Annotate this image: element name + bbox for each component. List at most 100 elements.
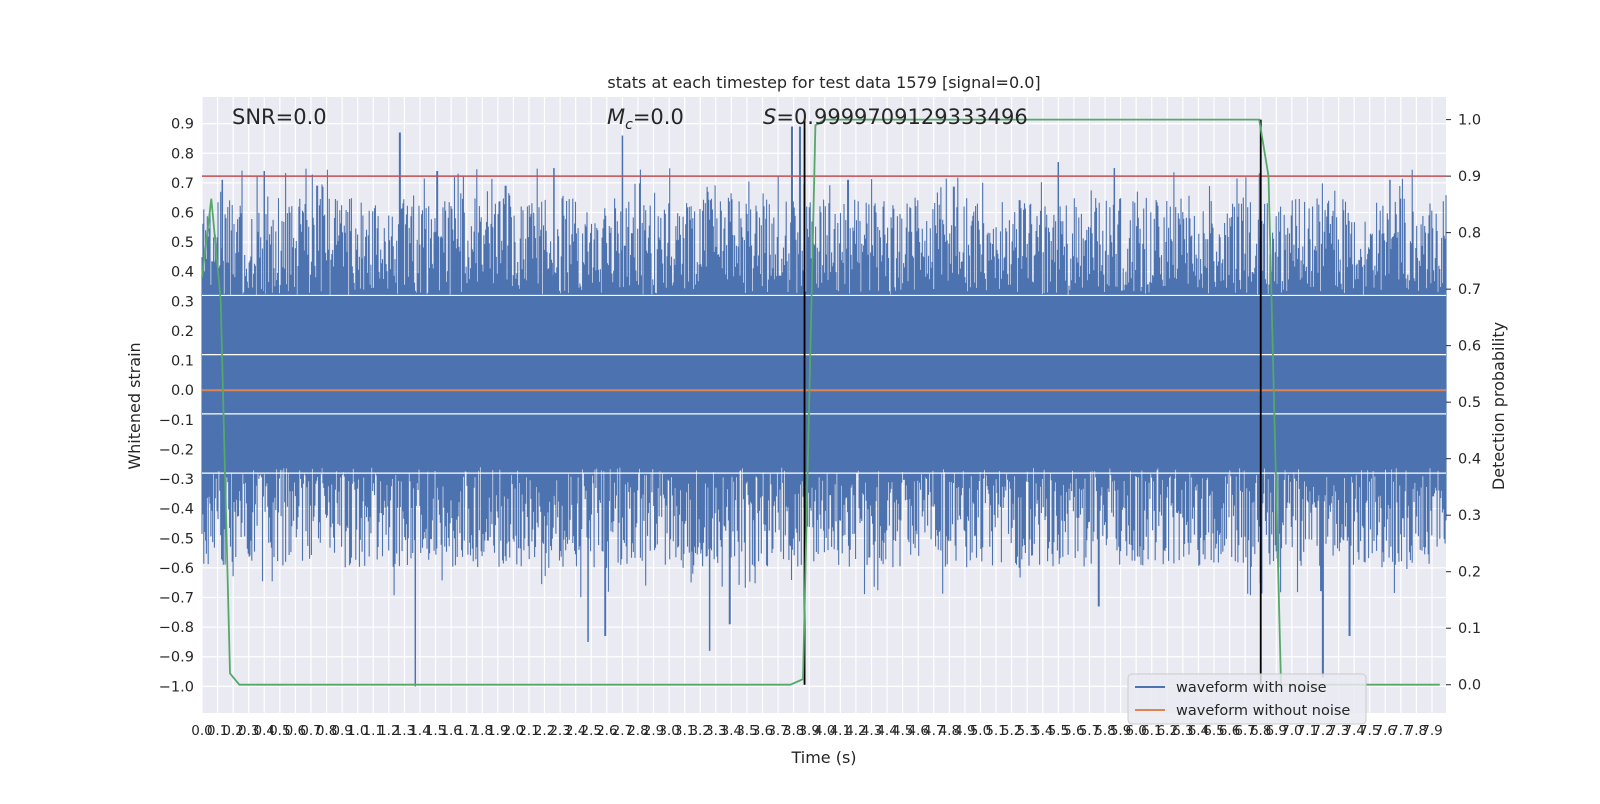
- x-tick-25: 2.5: [580, 723, 601, 739]
- x-tick-54: 5.4: [1032, 723, 1053, 739]
- y-left-tick-6: 0.3: [171, 294, 194, 310]
- x-tick-41: 4.1: [830, 723, 851, 739]
- y-left-tick-10: −0.1: [159, 413, 194, 429]
- x-tick-9: 0.9: [331, 723, 352, 739]
- y-right-tick-4: 0.6: [1458, 339, 1481, 355]
- y-left-tick-9: 0.0: [171, 383, 194, 399]
- annotation-chirp-mass-subscript: c: [625, 117, 633, 133]
- y-right-tick-1: 0.9: [1458, 169, 1481, 185]
- x-tick-7: 0.7: [300, 723, 321, 739]
- series-waveform-with-noise: [201, 126, 1447, 687]
- x-tick-53: 5.3: [1016, 723, 1037, 739]
- x-tick-38: 3.8: [783, 723, 804, 739]
- x-tick-44: 4.4: [876, 723, 897, 739]
- x-tick-52: 5.2: [1001, 723, 1022, 739]
- x-tick-34: 3.4: [721, 723, 742, 739]
- x-tick-11: 1.1: [363, 723, 384, 739]
- y-left-tick-17: −0.8: [159, 620, 194, 636]
- x-tick-75: 7.5: [1359, 723, 1380, 739]
- x-tick-45: 4.5: [892, 723, 913, 739]
- x-tick-55: 5.5: [1048, 723, 1069, 739]
- y-left-tick-0: 0.9: [171, 117, 194, 133]
- y-right-tick-0: 1.0: [1458, 113, 1481, 129]
- x-tick-79: 7.9: [1421, 723, 1442, 739]
- y-left-tick-15: −0.6: [159, 561, 194, 577]
- x-tick-48: 4.8: [939, 723, 960, 739]
- y-left-tick-4: 0.5: [171, 235, 194, 251]
- series-detection-probability: [201, 118, 1440, 686]
- x-tick-59: 5.9: [1110, 723, 1131, 739]
- x-tick-26: 2.6: [596, 723, 617, 739]
- chart-title: stats at each timestep for test data 157…: [607, 73, 1040, 92]
- y-left-tick-12: −0.3: [159, 472, 194, 488]
- y-axis-right-ticks: 1.0 0.9 0.8 0.7 0.6 0.5 0.4 0.3 0.2 0.1 0.0: [1446, 113, 1481, 694]
- x-tick-33: 3.3: [705, 723, 726, 739]
- x-tick-63: 6.3: [1172, 723, 1193, 739]
- noise-waveform-dense-band: [202, 351, 1446, 453]
- x-tick-2: 0.2: [222, 723, 243, 739]
- x-tick-76: 7.6: [1375, 723, 1396, 739]
- x-tick-73: 7.3: [1328, 723, 1349, 739]
- x-tick-72: 7.2: [1312, 723, 1333, 739]
- x-tick-29: 2.9: [643, 723, 664, 739]
- annotation-snr: SNR=0.0: [232, 105, 327, 129]
- annotation-score: S=0.9999709129333496: [763, 105, 1028, 129]
- annotation-chirp-mass: Mc=0.0: [607, 105, 684, 133]
- x-tick-12: 1.2: [378, 723, 399, 739]
- x-tick-6: 0.6: [285, 723, 306, 739]
- x-tick-21: 2.1: [518, 723, 539, 739]
- x-tick-69: 6.9: [1266, 723, 1287, 739]
- x-tick-65: 6.5: [1203, 723, 1224, 739]
- x-tick-77: 7.7: [1390, 723, 1411, 739]
- x-tick-78: 7.8: [1406, 723, 1427, 739]
- annotation-score-value: =0.9999709129333496: [776, 105, 1027, 129]
- x-tick-13: 1.3: [394, 723, 415, 739]
- x-tick-32: 3.2: [689, 723, 710, 739]
- legend-label-clean: waveform without noise: [1176, 703, 1350, 719]
- y-left-tick-2: 0.7: [171, 176, 194, 192]
- x-axis-ticks: 0.00.10.20.30.40.50.60.70.80.91.01.11.21…: [191, 723, 1442, 739]
- x-axis-label: Time (s): [790, 748, 856, 767]
- y-left-tick-1: 0.8: [171, 146, 194, 162]
- y-axis-left-label: Whitened strain: [125, 342, 144, 469]
- legend: waveform with noise waveform without noi…: [1127, 673, 1367, 725]
- x-tick-37: 3.7: [767, 723, 788, 739]
- x-tick-47: 4.7: [923, 723, 944, 739]
- x-tick-5: 0.5: [269, 723, 290, 739]
- y-left-tick-11: −0.2: [159, 442, 194, 458]
- y-left-tick-19: −1.0: [159, 679, 194, 695]
- x-tick-58: 5.8: [1094, 723, 1115, 739]
- y-right-tick-7: 0.3: [1458, 508, 1481, 524]
- x-tick-46: 4.6: [907, 723, 928, 739]
- x-tick-3: 0.3: [238, 723, 259, 739]
- x-tick-27: 2.7: [612, 723, 633, 739]
- y-left-tick-18: −0.9: [159, 650, 194, 666]
- x-tick-56: 5.6: [1063, 723, 1084, 739]
- x-tick-30: 3.0: [658, 723, 679, 739]
- y-right-tick-5: 0.5: [1458, 395, 1481, 411]
- x-tick-14: 1.4: [409, 723, 430, 739]
- y-right-tick-3: 0.7: [1458, 282, 1481, 298]
- x-tick-18: 1.8: [472, 723, 493, 739]
- x-tick-51: 5.1: [985, 723, 1006, 739]
- x-tick-42: 4.2: [845, 723, 866, 739]
- x-tick-36: 3.6: [752, 723, 773, 739]
- x-tick-67: 6.7: [1234, 723, 1255, 739]
- x-tick-68: 6.8: [1250, 723, 1271, 739]
- x-tick-31: 3.1: [674, 723, 695, 739]
- x-tick-10: 1.0: [347, 723, 368, 739]
- x-tick-70: 7.0: [1281, 723, 1302, 739]
- x-tick-23: 2.3: [549, 723, 570, 739]
- y-right-tick-8: 0.2: [1458, 565, 1481, 581]
- x-tick-16: 1.6: [440, 723, 461, 739]
- annotation-chirp-mass-value: =0.0: [633, 105, 684, 129]
- x-tick-1: 0.1: [207, 723, 228, 739]
- x-tick-20: 2.0: [503, 723, 524, 739]
- x-tick-0: 0.0: [191, 723, 212, 739]
- legend-box: [1127, 673, 1367, 725]
- y-axis-right-label: Detection probability: [1489, 322, 1508, 490]
- x-tick-28: 2.8: [627, 723, 648, 739]
- annotation-chirp-mass-symbol: M: [607, 105, 625, 129]
- x-tick-8: 0.8: [316, 723, 337, 739]
- y-right-tick-9: 0.1: [1458, 621, 1481, 637]
